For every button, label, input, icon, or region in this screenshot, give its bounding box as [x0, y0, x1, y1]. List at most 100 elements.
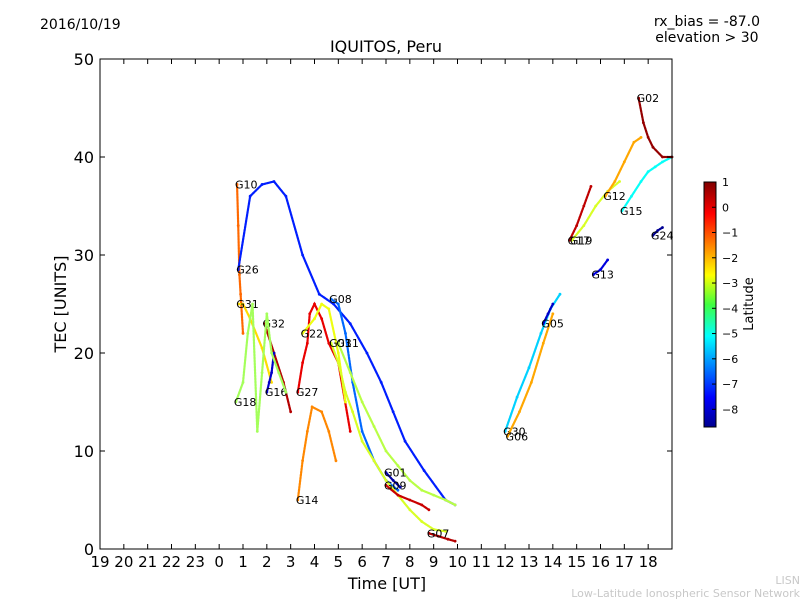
x-tick-label: 4 [310, 553, 320, 571]
data-point [420, 503, 424, 507]
y-tick-label: 30 [74, 246, 94, 265]
data-point [236, 268, 240, 272]
x-tick-label: 0 [214, 553, 224, 571]
series-g14: G14 [296, 405, 338, 507]
data-point [305, 341, 309, 345]
data-point [656, 229, 660, 232]
x-tick-label: 12 [496, 553, 515, 571]
colorbar-tick-label: −5 [722, 328, 738, 341]
data-point [236, 302, 240, 306]
data-point [384, 471, 388, 474]
data-point [651, 234, 655, 237]
data-point [327, 307, 331, 311]
data-point [301, 459, 304, 463]
series-label: G15 [620, 205, 643, 218]
x-tick-label: 5 [334, 553, 344, 571]
series-label: G07 [427, 527, 450, 540]
data-point [408, 479, 412, 482]
series-trace [620, 155, 674, 212]
data-point [360, 439, 364, 443]
data-point [270, 371, 273, 374]
data-point [267, 381, 271, 384]
series-label: G10 [235, 178, 258, 191]
data-point [503, 430, 507, 433]
data-point [270, 351, 273, 355]
data-point [301, 332, 304, 335]
data-point [239, 292, 243, 296]
colorbar-tick-label: −8 [722, 403, 738, 416]
series-trace [234, 303, 287, 432]
data-point [432, 528, 436, 531]
data-point [284, 194, 288, 198]
colorbar-tick-label: −1 [722, 227, 738, 240]
data-point [518, 410, 521, 414]
x-tick-label: 13 [519, 553, 538, 571]
data-point [632, 140, 636, 144]
data-point [272, 180, 276, 183]
series-trace [427, 532, 457, 543]
x-tick-label: 14 [543, 553, 562, 571]
series-g24: G24 [651, 226, 673, 242]
colorbar-tick-label: 1 [722, 176, 729, 189]
series-g13: G13 [591, 258, 614, 282]
data-point [270, 381, 273, 384]
data-point [444, 529, 447, 533]
data-point [661, 226, 664, 229]
x-tick-label: 16 [591, 553, 610, 571]
series-trace [604, 136, 643, 198]
data-point [308, 312, 312, 316]
series-label: G13 [591, 269, 614, 282]
data-point [344, 332, 347, 335]
series-g05: G05 [541, 302, 564, 331]
x-tick-label: 2 [262, 553, 272, 571]
colorbar-tick-label: 0 [722, 201, 729, 214]
data-point [398, 485, 402, 489]
data-point [422, 469, 426, 472]
data-point [606, 258, 610, 262]
data-point [348, 322, 352, 325]
series-label: G11 [336, 337, 359, 350]
x-tick-label: 22 [162, 553, 181, 571]
data-point [277, 371, 281, 374]
data-point [396, 488, 400, 492]
x-tick-label: 23 [186, 553, 205, 571]
data-point [630, 194, 633, 198]
x-tick-label: 15 [567, 553, 586, 571]
data-point [432, 493, 436, 497]
series-g09: G09 [384, 479, 431, 512]
data-point [582, 204, 586, 208]
footer-short: LISN [775, 574, 800, 587]
x-tick-label: 6 [357, 553, 367, 571]
data-point [336, 302, 340, 306]
data-point [639, 136, 643, 139]
data-point [661, 160, 664, 164]
series-label: G06 [506, 430, 529, 443]
data-point [642, 121, 645, 125]
footer-long: Low-Latitude Ionospheric Sensor Network [571, 587, 800, 600]
y-tick-label: 10 [74, 442, 94, 461]
data-point [527, 366, 531, 370]
data-point [546, 312, 550, 316]
colorbar-tick-label: −3 [722, 277, 738, 290]
series-label: G09 [384, 479, 407, 492]
colorbar-tick-label: −7 [722, 378, 738, 391]
data-point [327, 341, 331, 345]
data-point [289, 410, 293, 414]
series-g07: G07 [427, 527, 457, 543]
data-point [336, 351, 340, 355]
data-point [246, 332, 250, 335]
data-point [317, 292, 321, 296]
data-point [344, 390, 347, 394]
data-point [589, 185, 593, 188]
series-g12: G12 [603, 136, 643, 203]
series-label: G18 [234, 396, 257, 409]
series-g06: G06 [506, 312, 555, 443]
data-point [301, 361, 304, 365]
elevation-label: elevation > 30 [655, 30, 759, 46]
y-tick-label: 20 [74, 344, 94, 363]
series-trace [296, 405, 338, 502]
footer: LISN Low-Latitude Ionospheric Sensor Net… [571, 574, 800, 600]
y-tick-label: 0 [84, 540, 94, 559]
data-point [360, 430, 364, 433]
